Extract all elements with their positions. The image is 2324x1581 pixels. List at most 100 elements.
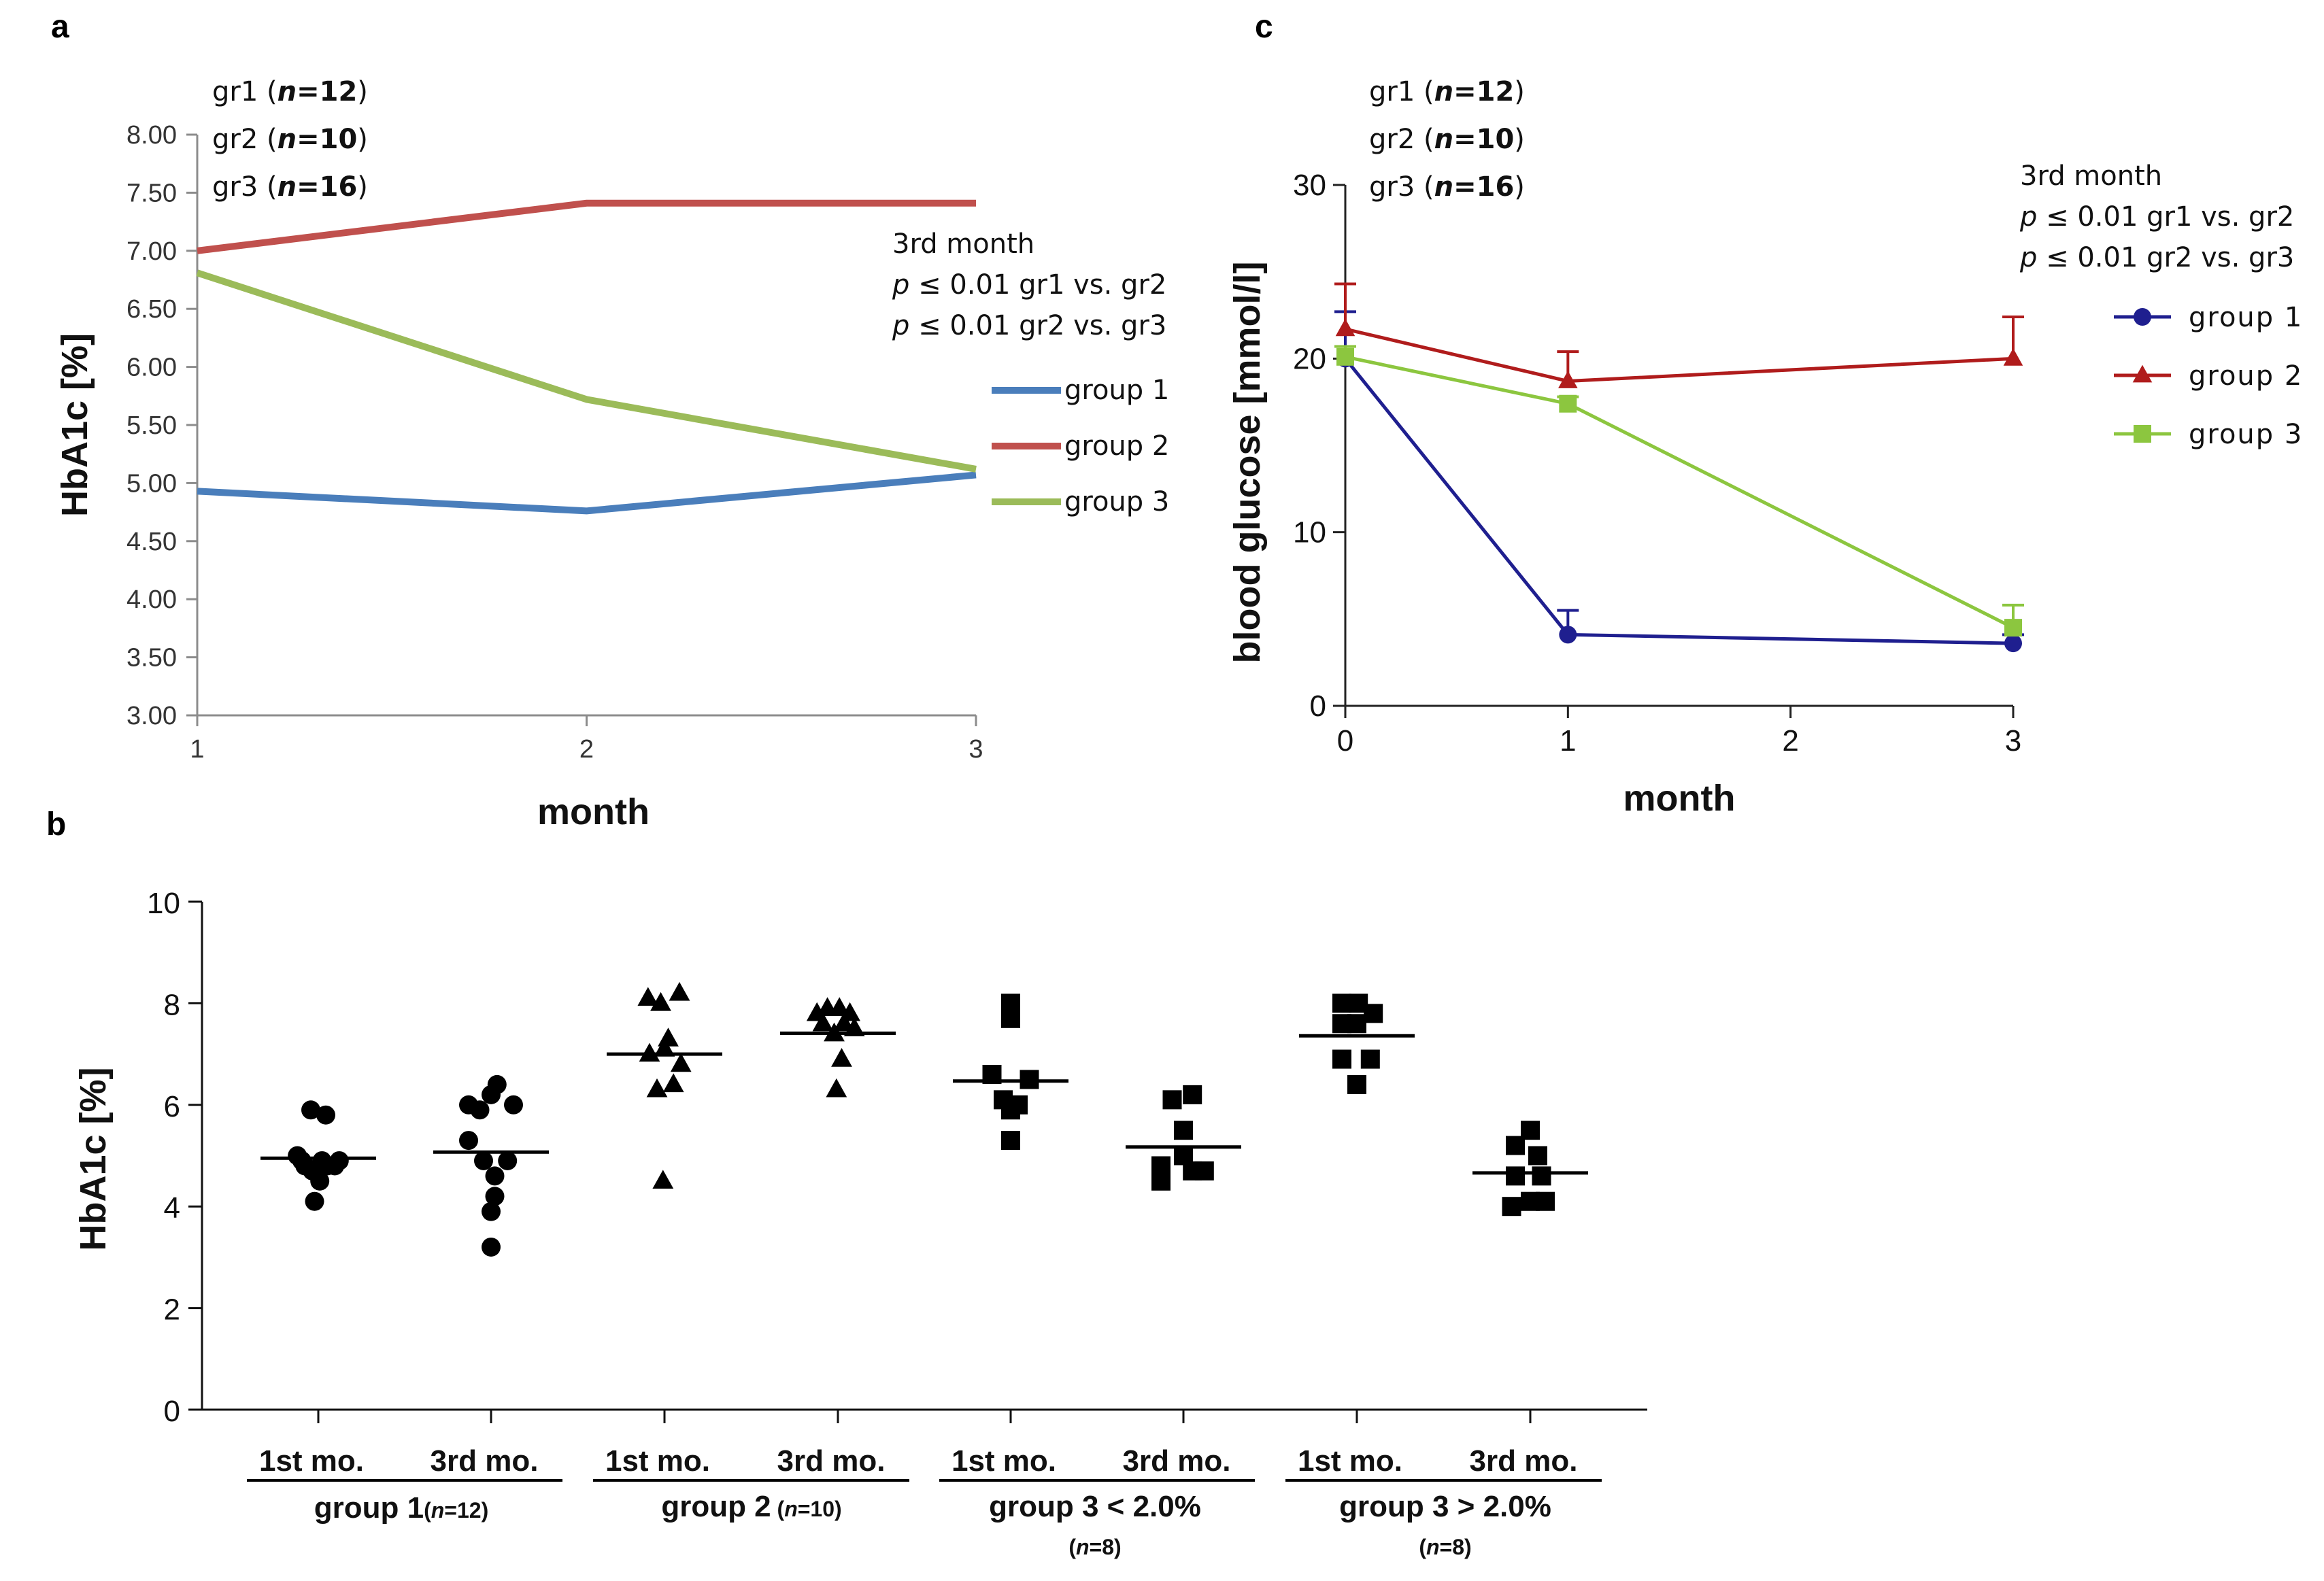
- data-point: [812, 1012, 834, 1032]
- y-tick-label: 7.50: [127, 179, 177, 207]
- x-tick-label: 3: [969, 735, 983, 764]
- series-line-group-1: [197, 471, 977, 515]
- n-label-prefix: gr3 (: [1369, 171, 1434, 203]
- data-point: [1532, 1166, 1551, 1186]
- data-point: [316, 1105, 335, 1125]
- y-tick-label: 8: [164, 988, 180, 1021]
- legend-label: group 2: [1064, 430, 1169, 462]
- panel-label-b: b: [46, 806, 66, 843]
- data-point: [1502, 1197, 1521, 1217]
- panel-c-series: [1334, 282, 2024, 653]
- x-tick-label: 1: [1560, 724, 1576, 758]
- data-point: [482, 1237, 501, 1257]
- category-label: 1st mo.: [952, 1444, 1056, 1478]
- y-tick-label: 10: [147, 887, 180, 920]
- panel-b-chart: 0 2 4 6 8 10 HbA1c [%] 1st mo. 3rd mo. 1st mo. 3r…: [73, 887, 1647, 1559]
- panel-a-legend: group 1 group 2 group 3: [992, 375, 1169, 517]
- data-point: [637, 987, 659, 1006]
- n-label-prefix: gr2 (: [212, 124, 277, 155]
- x-tick-label: 1: [190, 735, 204, 764]
- n-label-prefix: gr2 (: [1369, 124, 1434, 155]
- c-n-label-1: gr1 (n=12): [1369, 76, 1525, 107]
- y-tick-label: 10: [1293, 516, 1326, 549]
- data-point: [305, 1191, 324, 1211]
- data-point: [292, 1151, 311, 1170]
- data-point: [1001, 1008, 1020, 1028]
- n-label-suffix: ): [357, 124, 368, 155]
- group-name: group 1: [314, 1491, 424, 1525]
- data-point: [482, 1202, 501, 1221]
- category-label: 3rd mo.: [777, 1444, 886, 1478]
- n-label-prefix: gr1 (: [1369, 76, 1434, 107]
- y-tick-label: 6: [164, 1090, 180, 1123]
- a-n-label-1: gr1 (n=12): [212, 76, 368, 107]
- p-symbol: p: [2019, 201, 2037, 233]
- n-label-count: =10: [297, 124, 357, 155]
- panel-c-axes: 0 10 20 30 0 1 2 3 month blood glucose [mmol/l]: [1227, 169, 2021, 819]
- series-line-group-1: [1344, 357, 2014, 645]
- group-n-open: (: [771, 1497, 785, 1521]
- data-point: [828, 997, 850, 1017]
- group-n-open: (: [424, 1498, 431, 1523]
- p-comparison: ≤ 0.01 gr1 vs. gr2: [909, 269, 1166, 301]
- category-label: 3rd mo.: [1123, 1444, 1231, 1478]
- data-point: [1364, 1004, 1383, 1023]
- n-label-suffix: ): [1514, 124, 1525, 155]
- n-label-n: n: [277, 171, 297, 203]
- series-line-group-3: [196, 269, 977, 473]
- data-point: [1332, 993, 1351, 1013]
- data-point: [312, 1151, 332, 1170]
- data-point: [459, 1131, 478, 1151]
- group-n-count: =8): [1440, 1535, 1472, 1559]
- data-point-group-1: [1559, 626, 1577, 644]
- n-label-count: =16: [297, 171, 357, 203]
- legend-label: group 1: [2189, 302, 2303, 333]
- y-tick-label: 4: [164, 1191, 180, 1225]
- data-point: [487, 1074, 507, 1094]
- category-label: 3rd mo.: [431, 1444, 539, 1478]
- legend-label: group 3: [2189, 419, 2303, 450]
- data-point-group-3: [1559, 394, 1577, 413]
- y-tick-label: 30: [1293, 169, 1326, 202]
- data-point: [639, 1042, 660, 1062]
- data-point: [1174, 1121, 1193, 1140]
- category-label: 1st mo.: [605, 1444, 710, 1478]
- data-point: [1360, 1049, 1380, 1069]
- group-n-count: =10): [798, 1497, 842, 1521]
- data-point: [670, 1053, 692, 1072]
- group-n-open: (: [1419, 1535, 1426, 1559]
- legend-label: group 3: [1064, 486, 1169, 517]
- group-label: group 3 > 2.0%: [1339, 1490, 1551, 1523]
- n-label-count: =12: [297, 76, 357, 107]
- panel-a-series: [196, 199, 977, 515]
- x-axis-title: month: [537, 792, 650, 832]
- data-point: [498, 1151, 518, 1170]
- panel-a-axes: 3.00 3.50 4.00 4.50 5.00 5.50 6.00 6.50 7.00 7.50…: [54, 121, 983, 832]
- y-axis-title: HbA1c [%]: [54, 333, 95, 517]
- c-n-label-2: gr2 (n=10): [1369, 124, 1525, 155]
- data-point-group-3: [2004, 619, 2022, 637]
- y-axis-title: blood glucose [mmol/l]: [1227, 262, 1268, 664]
- data-point: [474, 1151, 493, 1170]
- n-label-suffix: ): [357, 171, 368, 203]
- p-symbol: p: [892, 310, 909, 341]
- data-point-group-2: [1558, 371, 1578, 388]
- panel-b-points: [260, 981, 1588, 1257]
- n-label-count: =12: [1453, 76, 1514, 107]
- data-point: [485, 1187, 505, 1206]
- c-stats-title: 3rd month: [2020, 160, 2162, 192]
- p-comparison: ≤ 0.01 gr2 vs. gr3: [2037, 242, 2294, 273]
- data-point: [1332, 1049, 1351, 1069]
- n-label-n: n: [1434, 171, 1453, 203]
- n-label-n: n: [277, 76, 297, 107]
- data-point: [1151, 1171, 1171, 1191]
- a-n-label-2: gr2 (n=10): [212, 124, 368, 155]
- y-tick-label: 0: [164, 1395, 180, 1428]
- n-label-suffix: ): [1514, 171, 1525, 203]
- data-point: [1183, 1161, 1202, 1180]
- group-n-symbol: n: [431, 1498, 445, 1523]
- y-tick-label: 0: [1310, 690, 1326, 723]
